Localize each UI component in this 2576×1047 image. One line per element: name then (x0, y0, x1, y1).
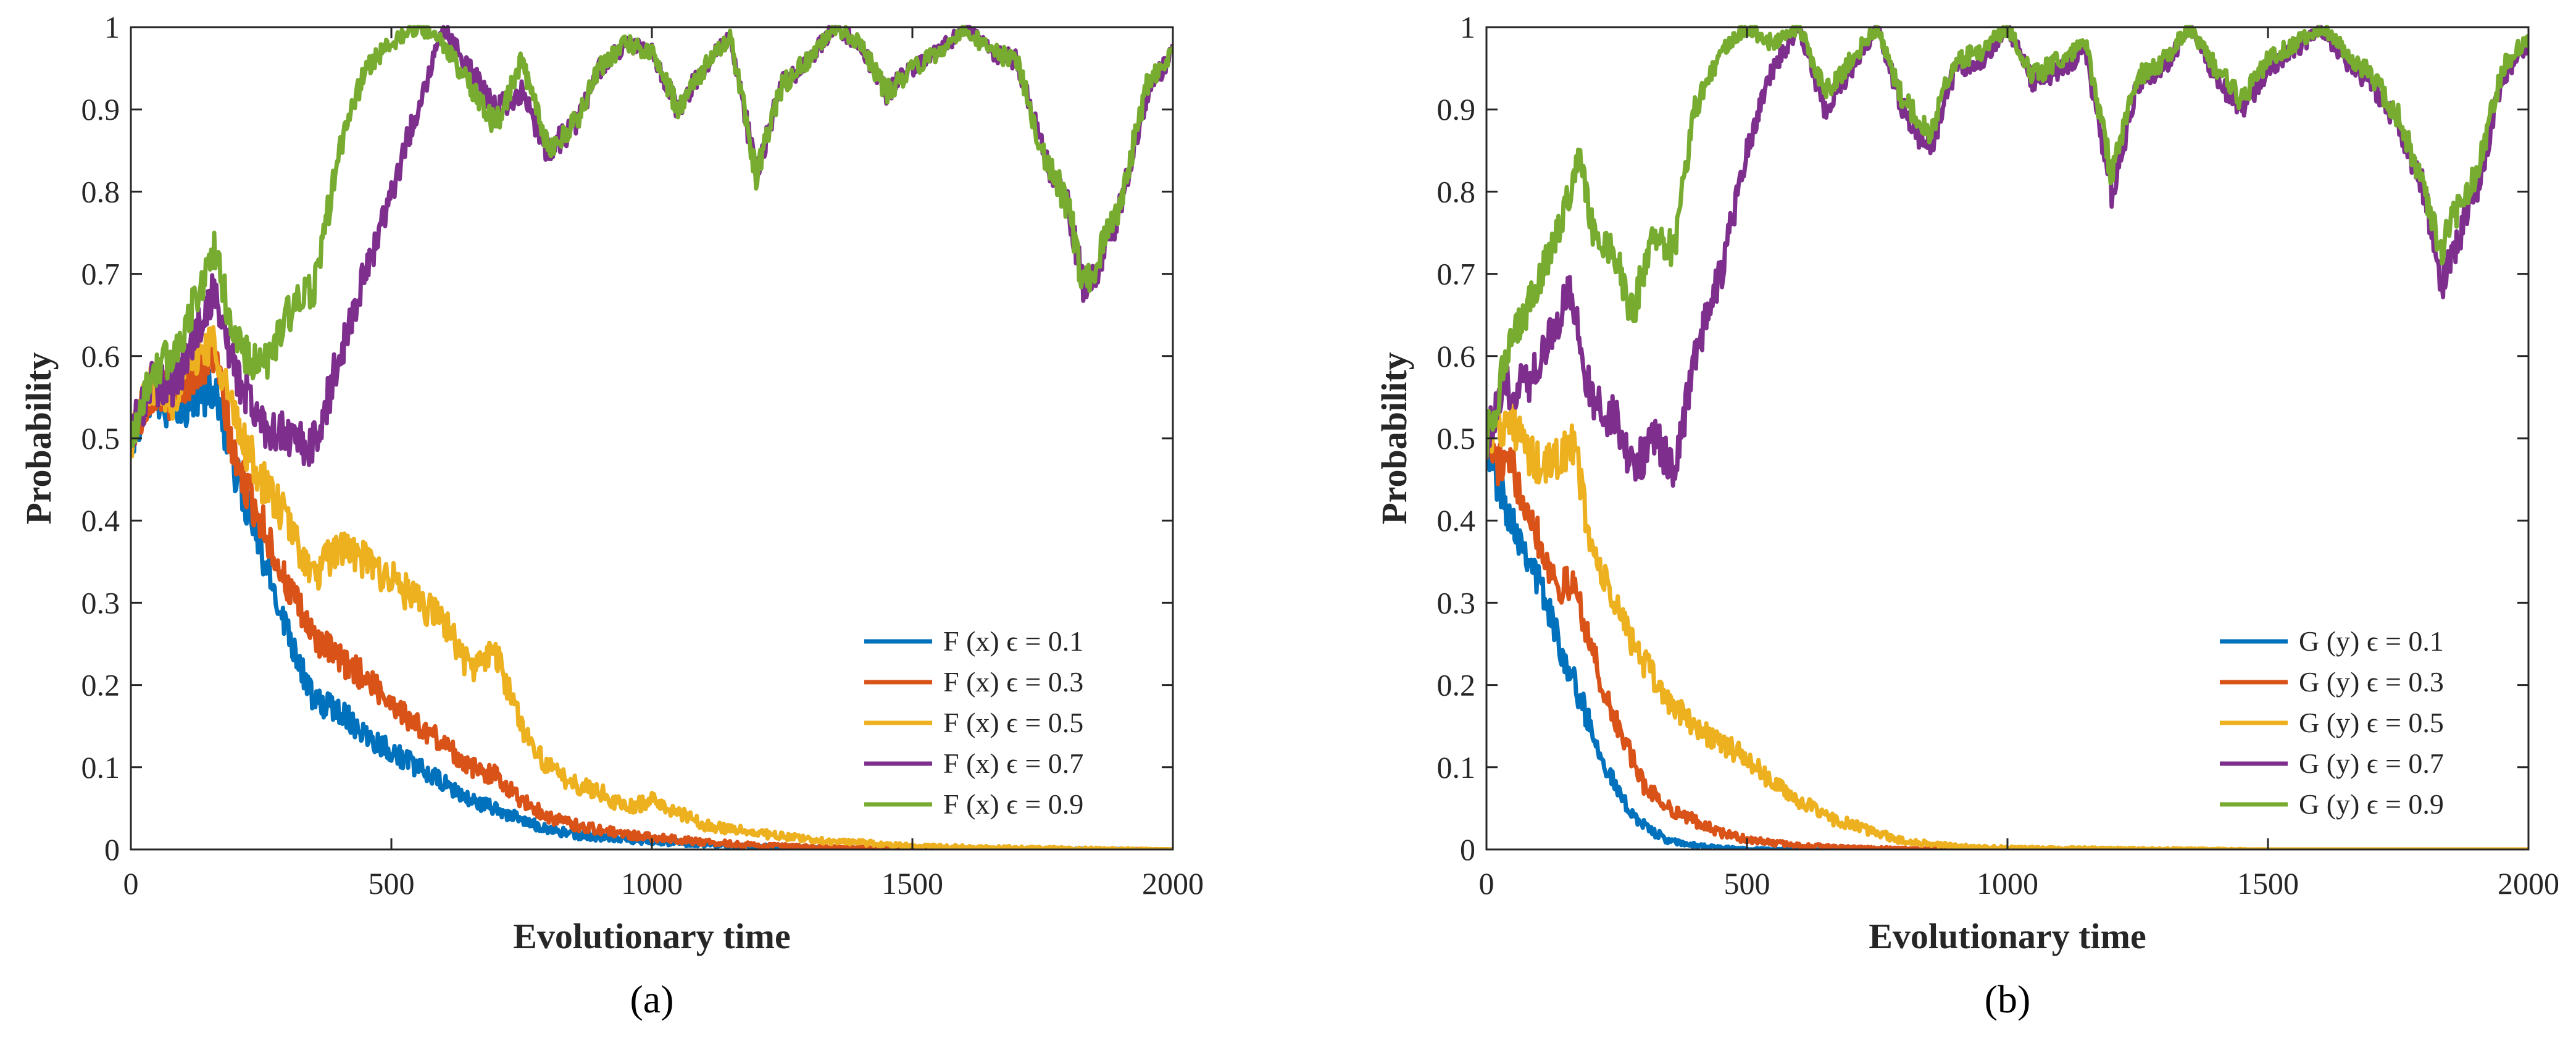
y-axis-title: Probability (19, 352, 59, 524)
x-tick-label: 2000 (2498, 866, 2559, 901)
y-tick-label: 0.8 (81, 174, 120, 209)
x-tick-label: 1500 (2237, 866, 2299, 901)
legend: G (y) ϵ = 0.1 G (y) ϵ = 0.3 G (y) ϵ = 0.5 G… (2220, 625, 2444, 820)
legend-label-5: F (x) ϵ = 0.9 (943, 788, 1083, 820)
chart-panel-a: 0 500 1000 1500 2000 0 0.1 0.2 0.3 0.4 0.5 0.6 0.7 0.… (19, 10, 1204, 1021)
x-tick-label: 500 (369, 866, 415, 901)
series-line-3 (131, 325, 1173, 849)
legend: F (x) ϵ = 0.1 F (x) ϵ = 0.3 F (x) ϵ = 0.5 F… (864, 625, 1083, 820)
legend-label-3: G (y) ϵ = 0.5 (2299, 707, 2444, 738)
series-line-2 (1486, 422, 2528, 849)
x-tick-label: 1000 (1977, 866, 2038, 901)
y-tick-label: 0.7 (1437, 257, 1476, 291)
chart-panel-b: 0 500 1000 1500 2000 0 0.1 0.2 0.3 0.4 0.5 0.6 0.7 0.… (1374, 10, 2559, 1021)
legend-label-2: G (y) ϵ = 0.3 (2299, 666, 2444, 698)
legend-label-3: F (x) ϵ = 0.5 (943, 707, 1083, 738)
y-tick-label: 0.5 (1437, 421, 1476, 456)
x-tick-label: 500 (1724, 866, 1770, 901)
series-line-5 (1486, 25, 2528, 458)
y-tick-label: 0 (104, 832, 120, 867)
legend-label-1: G (y) ϵ = 0.1 (2299, 625, 2444, 657)
panel-caption: (b) (1985, 977, 2031, 1021)
y-tick-label: 0.4 (81, 503, 120, 538)
x-tick-label: 1500 (882, 866, 943, 901)
y-tick-label: 0.3 (1437, 585, 1476, 620)
y-tick-label: 0 (1460, 832, 1475, 867)
legend-label-1: F (x) ϵ = 0.1 (943, 625, 1083, 657)
series-line-4 (131, 25, 1173, 467)
y-axis-title: Probability (1374, 352, 1414, 524)
y-tick-label: 0.4 (1437, 503, 1476, 538)
x-tick-label: 1000 (621, 866, 683, 901)
y-tick-label: 1 (1460, 10, 1475, 44)
x-tick-label: 0 (1479, 866, 1494, 901)
y-tick-label: 0.6 (1437, 339, 1476, 373)
y-tick-label: 0.1 (1437, 750, 1476, 785)
y-tick-label: 0.7 (81, 257, 120, 291)
legend-label-2: F (x) ϵ = 0.3 (943, 666, 1083, 698)
y-tick-label: 0.8 (1437, 174, 1476, 209)
legend-label-4: F (x) ϵ = 0.7 (943, 748, 1083, 779)
legend-label-5: G (y) ϵ = 0.9 (2299, 788, 2444, 820)
x-tick-label: 2000 (1142, 866, 1204, 901)
x-axis-title: Evolutionary time (1869, 916, 2146, 956)
series-line-5 (131, 25, 1173, 448)
y-tick-label: 0.9 (1437, 92, 1476, 127)
legend-label-4: G (y) ϵ = 0.7 (2299, 748, 2444, 779)
y-tick-label: 0.6 (81, 339, 120, 373)
y-tick-label: 0.2 (1437, 668, 1476, 703)
series-line-1 (1486, 431, 2528, 849)
y-tick-label: 1 (104, 10, 120, 44)
y-tick-label: 0.3 (81, 585, 120, 620)
y-tick-label: 0.5 (81, 421, 120, 456)
y-tick-label: 0.2 (81, 668, 120, 703)
panel-caption: (a) (630, 977, 673, 1021)
y-tick-label: 0.9 (81, 92, 120, 127)
x-tick-label: 0 (123, 866, 139, 901)
x-axis-title: Evolutionary time (513, 916, 790, 956)
y-tick-label: 0.1 (81, 750, 120, 785)
